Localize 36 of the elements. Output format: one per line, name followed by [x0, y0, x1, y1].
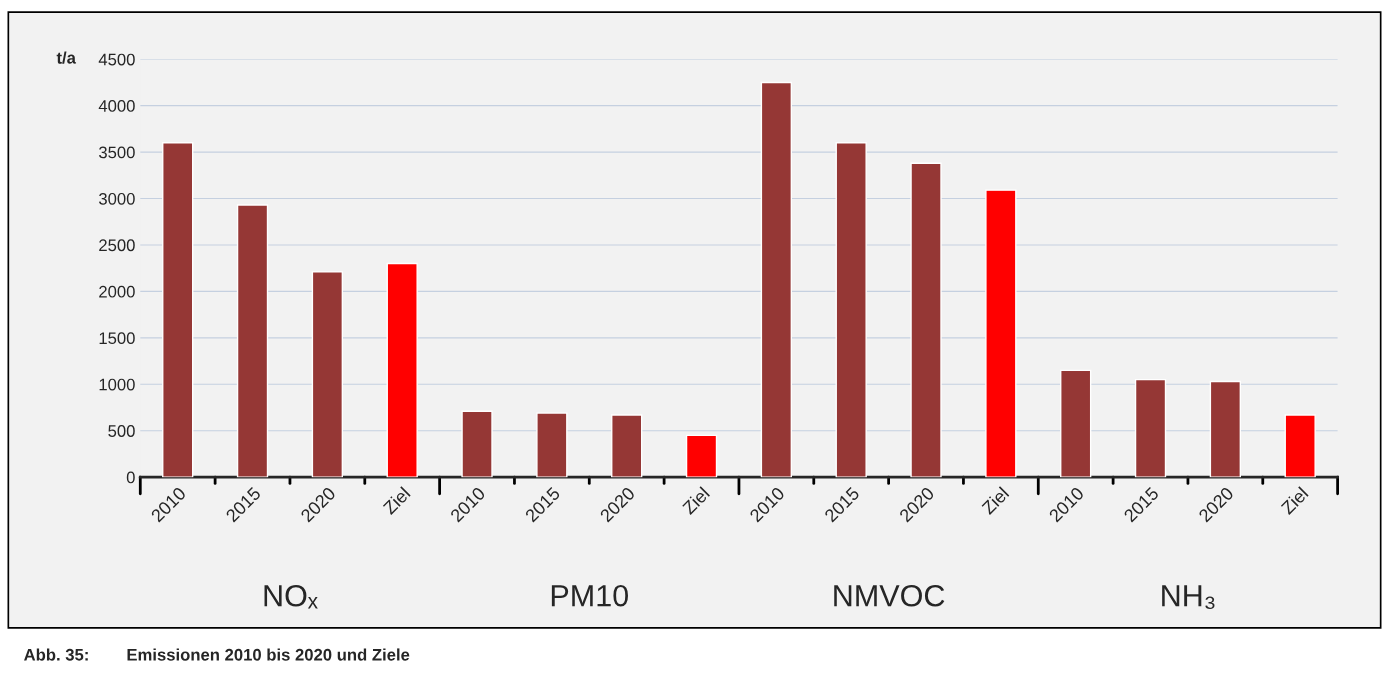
y-tick-label: 500	[108, 425, 135, 437]
text: NH₃	[1162, 585, 1215, 610]
y-tick-label: 3000	[98, 192, 135, 205]
x-tick-label: Ziel	[1280, 486, 1309, 516]
x-tick-label: Ziel	[681, 486, 711, 516]
y-tick-label: 4000	[98, 100, 135, 112]
bar	[1209, 380, 1242, 478]
y-tick-label: 0	[126, 471, 135, 484]
bar	[835, 142, 867, 478]
y-tick-label: 1500	[99, 332, 135, 345]
y-tick-label: 2500	[99, 239, 135, 252]
text: PM10	[551, 584, 628, 607]
bar	[685, 434, 718, 478]
caption: Abb. 35: Emissionen 2010 bis 2020 und Ziele	[24, 648, 410, 661]
y-tick-label: 2000	[99, 285, 135, 298]
bar	[1060, 369, 1092, 478]
bar	[386, 262, 418, 478]
text: NOₓ	[264, 584, 318, 609]
bar	[1134, 378, 1167, 478]
bar	[985, 189, 1017, 478]
y-tick-label: 3500	[98, 146, 135, 159]
text: NMVOC	[834, 584, 945, 607]
bar	[162, 142, 194, 478]
y-tick-label: 4500	[98, 53, 135, 66]
x-tick-label: Ziel	[980, 486, 1010, 516]
bar	[910, 162, 942, 478]
bar	[1284, 414, 1316, 478]
bar	[611, 414, 643, 478]
x-tick-label: Ziel	[382, 486, 411, 516]
bar	[236, 204, 269, 478]
bar	[760, 81, 793, 478]
y-axis-title: t/a	[56, 51, 77, 64]
bar	[311, 271, 344, 478]
bar	[536, 412, 568, 478]
bar	[461, 410, 493, 478]
y-tick-label: 1000	[99, 378, 135, 391]
